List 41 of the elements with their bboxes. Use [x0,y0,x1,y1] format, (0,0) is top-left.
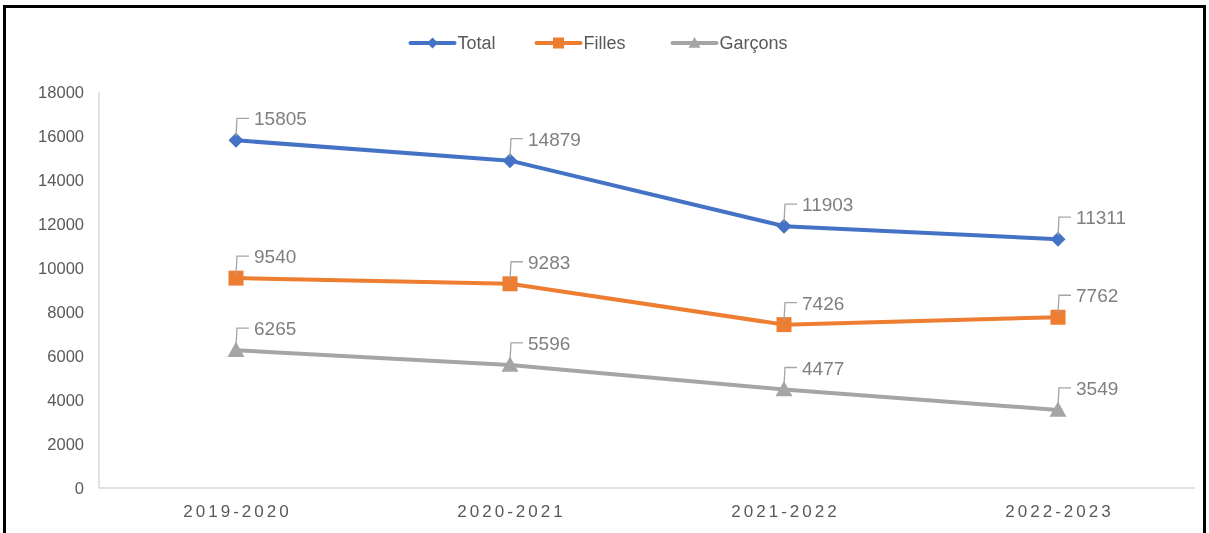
y-tick-label: 2000 [47,434,84,453]
y-tick-label: 14000 [38,170,84,189]
data-label: 11311 [1076,207,1127,229]
point [776,218,792,234]
legend-label: Total [457,33,496,54]
point [501,356,519,372]
point [228,270,244,286]
data-label: 7762 [1076,285,1119,307]
y-tick-label: 12000 [38,214,84,233]
data-label: 3549 [1076,377,1119,399]
data-label: 7426 [802,292,845,314]
data-label: 4477 [802,357,845,379]
x-tick-label: 2019-2020 [183,502,292,521]
data-label: 6265 [254,318,297,340]
point [1050,309,1066,325]
point [776,317,792,333]
point [502,153,518,169]
legend-label: Filles [583,33,626,54]
x-tick-label: 2020-2021 [457,502,566,521]
point [1049,401,1067,417]
legend-label: Garçons [719,33,788,54]
x-tick-label: 2021-2022 [731,502,840,521]
data-label: 9540 [254,246,297,268]
point [227,341,245,357]
y-tick-label: 8000 [47,302,84,321]
data-label: 9283 [528,251,571,273]
x-tick-label: 2022-2023 [1005,502,1114,521]
data-label: 11903 [802,194,854,216]
y-tick-label: 18000 [38,82,84,101]
y-tick-label: 16000 [38,126,84,145]
data-label: 5596 [528,332,571,354]
point [1050,231,1066,247]
data-label: 14879 [528,128,581,150]
point [502,276,518,292]
data-label: 15805 [254,108,307,130]
y-tick-label: 6000 [47,346,84,365]
point [775,381,793,397]
point [228,132,244,148]
y-tick-label: 10000 [38,258,84,277]
y-tick-label: 0 [74,478,84,497]
y-tick-label: 4000 [47,390,84,409]
